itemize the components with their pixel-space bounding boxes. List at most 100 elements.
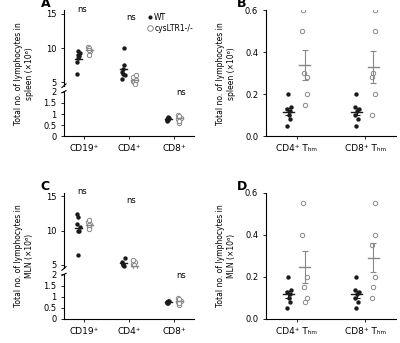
Text: ns: ns: [126, 13, 136, 22]
Point: [356, 289, 362, 294]
Point: [301, 285, 307, 290]
Point: [130, 262, 137, 268]
Point: [120, 45, 127, 51]
Point: [165, 108, 171, 114]
Point: [164, 116, 170, 122]
Point: [132, 266, 138, 271]
Point: [133, 0, 139, 5]
Point: [175, 301, 182, 306]
Point: [130, 4, 136, 10]
Point: [86, 47, 92, 52]
Point: [164, 118, 171, 123]
Point: [354, 108, 360, 114]
Point: [352, 287, 358, 292]
Point: [164, 109, 170, 115]
Point: [130, 74, 136, 80]
Point: [301, 71, 307, 76]
Point: [86, 89, 92, 94]
Point: [164, 292, 171, 297]
Point: [86, 60, 92, 66]
Point: [176, 120, 182, 126]
Point: [164, 108, 170, 114]
Point: [176, 296, 182, 302]
Point: [166, 115, 172, 121]
Text: ns: ns: [77, 5, 87, 14]
Point: [133, 73, 139, 78]
Point: [130, 261, 136, 267]
Point: [175, 299, 181, 304]
Point: [86, 221, 93, 227]
Point: [74, 221, 80, 227]
Point: [74, 71, 80, 76]
Point: [175, 116, 181, 122]
Point: [176, 291, 182, 296]
Point: [175, 290, 182, 296]
Point: [372, 201, 379, 206]
Point: [353, 92, 360, 97]
Point: [165, 291, 171, 297]
Point: [304, 295, 310, 301]
Point: [304, 92, 310, 97]
Point: [287, 299, 293, 305]
Point: [132, 11, 138, 16]
Point: [284, 106, 290, 112]
Point: [178, 108, 184, 114]
Point: [176, 291, 182, 296]
Point: [176, 114, 182, 119]
Point: [175, 107, 182, 113]
Point: [287, 291, 294, 297]
Point: [75, 93, 82, 99]
Point: [300, 8, 306, 13]
Point: [76, 225, 83, 230]
Point: [352, 104, 358, 110]
Text: Total no. of lymphocytes in
spleen (×10⁶): Total no. of lymphocytes in spleen (×10⁶…: [216, 22, 236, 125]
Point: [74, 59, 80, 64]
Point: [86, 75, 92, 81]
Point: [178, 291, 184, 296]
Point: [133, 238, 139, 244]
Point: [175, 292, 182, 297]
Point: [132, 76, 138, 82]
Point: [74, 49, 81, 54]
Point: [175, 118, 182, 123]
Point: [164, 292, 170, 297]
Point: [176, 115, 182, 120]
Point: [352, 295, 358, 301]
Point: [165, 108, 171, 114]
Point: [287, 117, 293, 122]
Point: [284, 289, 290, 294]
Point: [120, 71, 127, 77]
Point: [74, 71, 80, 77]
Point: [86, 45, 92, 51]
Point: [164, 109, 171, 114]
Text: D: D: [237, 180, 248, 193]
Point: [302, 102, 308, 108]
Point: [164, 292, 170, 297]
Point: [119, 11, 125, 16]
Point: [299, 28, 306, 34]
Point: [164, 109, 170, 114]
Point: [120, 0, 127, 1]
Point: [119, 66, 126, 71]
Point: [372, 8, 379, 13]
Point: [164, 118, 170, 123]
Point: [176, 297, 182, 303]
Point: [372, 92, 378, 97]
Point: [130, 78, 136, 84]
Point: [86, 227, 92, 232]
Point: [86, 47, 92, 53]
Point: [370, 71, 377, 76]
Point: [372, 232, 378, 238]
Point: [75, 56, 81, 61]
Point: [86, 49, 93, 54]
Point: [133, 273, 139, 278]
Point: [119, 259, 125, 264]
Point: [372, 274, 378, 280]
Text: ns: ns: [176, 88, 186, 97]
Point: [74, 228, 81, 234]
Point: [176, 110, 182, 115]
Point: [132, 259, 138, 264]
Point: [130, 80, 137, 85]
Point: [176, 108, 182, 114]
Point: [75, 54, 82, 59]
